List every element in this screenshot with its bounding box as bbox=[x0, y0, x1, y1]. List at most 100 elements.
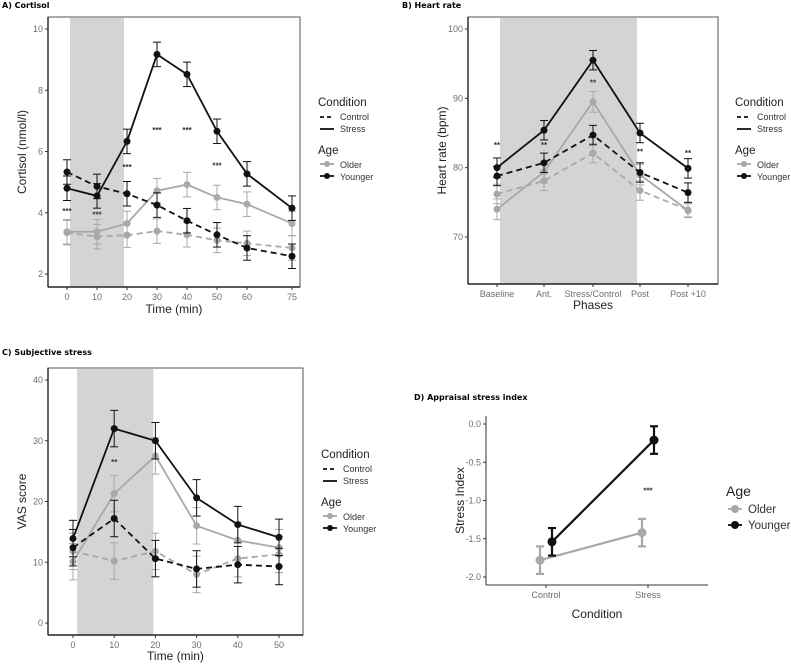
legend-title-age: Age bbox=[735, 145, 755, 157]
data-point bbox=[243, 170, 251, 178]
data-point bbox=[153, 50, 161, 58]
series-line bbox=[66, 230, 293, 249]
legend-label-stress: Stress bbox=[340, 124, 366, 134]
y-tick-label: 4 bbox=[38, 208, 43, 218]
data-point bbox=[213, 127, 221, 135]
data-point bbox=[649, 435, 659, 445]
x-tick-label: 40 bbox=[182, 292, 192, 302]
panel-title: D) Appraisal stress index bbox=[414, 393, 528, 402]
significance-marker: *** bbox=[62, 207, 72, 216]
series-line bbox=[72, 517, 280, 570]
series-younger-stress bbox=[493, 49, 692, 179]
data-point bbox=[589, 149, 597, 157]
x-tick-label: 0 bbox=[70, 640, 75, 650]
data-point bbox=[684, 207, 692, 215]
x-tick-label: 50 bbox=[274, 640, 284, 650]
y-tick-label: 70 bbox=[453, 232, 463, 242]
data-point bbox=[637, 528, 647, 538]
data-point bbox=[684, 164, 692, 172]
significance-marker: ** bbox=[590, 78, 597, 87]
y-axis-title: VAS score bbox=[15, 473, 29, 529]
data-point bbox=[193, 565, 201, 573]
x-tick-label: 20 bbox=[150, 640, 160, 650]
data-point bbox=[275, 533, 283, 541]
significance-marker: ** bbox=[541, 141, 548, 150]
legend-title-condition: Condition bbox=[321, 449, 370, 461]
data-point bbox=[123, 219, 131, 227]
significance-marker: *** bbox=[122, 163, 132, 172]
data-point bbox=[535, 555, 545, 565]
legend-label-younger: Younger bbox=[343, 524, 376, 534]
shaded-region bbox=[500, 18, 637, 284]
series-line bbox=[72, 454, 280, 563]
panel-a: A) Cortisol 2 4 6 8 10 0 10 20 30 40 50 60 75 Time (mi… bbox=[2, 1, 373, 316]
y-tick-label: 0 bbox=[38, 618, 43, 628]
significance-marker: *** bbox=[643, 487, 653, 496]
y-tick-label: -0.5 bbox=[465, 457, 481, 467]
series-line bbox=[67, 183, 293, 233]
legend-marker-younger bbox=[327, 525, 333, 531]
x-tick-label: 0 bbox=[64, 292, 69, 302]
data-point bbox=[110, 515, 118, 523]
data-point bbox=[63, 168, 71, 176]
x-tick-label: 60 bbox=[242, 292, 252, 302]
y-tick-label: 100 bbox=[448, 24, 463, 34]
data-point bbox=[69, 535, 77, 543]
legend-label-control: Control bbox=[340, 112, 369, 122]
legend-label-younger: Younger bbox=[340, 172, 373, 182]
x-axis-title: Phases bbox=[573, 298, 613, 312]
legend-label-younger: Younger bbox=[748, 520, 791, 532]
significance-marker: ** bbox=[111, 458, 118, 467]
data-point bbox=[151, 437, 159, 445]
series-line bbox=[72, 427, 280, 539]
data-point bbox=[153, 201, 161, 209]
legend-label-control: Control bbox=[343, 464, 372, 474]
legend-title-age: Age bbox=[318, 145, 338, 157]
series-younger-stress bbox=[63, 41, 296, 221]
data-point bbox=[193, 522, 201, 530]
data-point bbox=[589, 56, 597, 64]
y-tick-label: -2.0 bbox=[465, 572, 481, 582]
y-tick-label: 80 bbox=[453, 163, 463, 173]
panel-title: B) Heart rate bbox=[402, 1, 462, 10]
y-tick-label: 8 bbox=[38, 85, 43, 95]
data-point bbox=[183, 217, 191, 225]
x-tick-label: Baseline bbox=[480, 289, 515, 299]
data-point bbox=[493, 190, 501, 198]
y-tick-label: 6 bbox=[38, 147, 43, 157]
data-point bbox=[193, 494, 201, 502]
panel-b: B) Heart rate 70 80 90 100 Baseline Ant. Stress… bbox=[402, 1, 790, 312]
data-point bbox=[540, 159, 548, 167]
legend-label-older: Older bbox=[343, 512, 365, 522]
legend-label-stress: Stress bbox=[343, 476, 369, 486]
y-tick-label: -1.5 bbox=[465, 534, 481, 544]
x-tick-label: 30 bbox=[152, 292, 162, 302]
significance-marker: ** bbox=[685, 149, 692, 158]
x-axis-title: Condition bbox=[572, 607, 623, 621]
y-axis-title: Cortisol (nmol/l) bbox=[15, 110, 29, 194]
series-line bbox=[66, 171, 293, 258]
data-point bbox=[589, 98, 597, 106]
y-tick-label: 90 bbox=[453, 93, 463, 103]
significance-marker: *** bbox=[92, 210, 102, 219]
legend-marker-younger bbox=[324, 173, 330, 179]
data-point bbox=[123, 190, 131, 198]
significance-marker: ** bbox=[637, 148, 644, 157]
series-line bbox=[66, 53, 293, 209]
legend-title-condition: Condition bbox=[735, 97, 784, 109]
data-point bbox=[636, 169, 644, 177]
data-point bbox=[234, 521, 242, 529]
data-point bbox=[540, 126, 548, 134]
y-tick-label: 10 bbox=[33, 557, 43, 567]
data-point bbox=[288, 204, 296, 212]
x-tick-label: Post bbox=[631, 289, 650, 299]
y-tick-label: -1.0 bbox=[465, 496, 481, 506]
y-axis-title: Heart rate (bpm) bbox=[435, 106, 449, 194]
data-point bbox=[288, 252, 296, 260]
data-point bbox=[153, 227, 161, 235]
data-point bbox=[110, 425, 118, 433]
legend-marker-older bbox=[731, 505, 739, 513]
data-point bbox=[288, 219, 296, 227]
data-point bbox=[183, 181, 191, 189]
